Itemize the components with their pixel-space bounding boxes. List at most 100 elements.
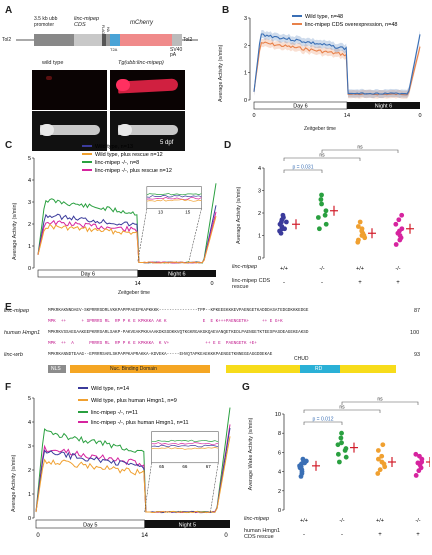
rescue-label-d: -: [283, 280, 285, 286]
flag-label: FLAG: [101, 25, 105, 35]
series-band-b: [254, 30, 420, 98]
genotype-label-g: +/+: [376, 518, 384, 524]
data-point-d: [316, 226, 322, 232]
panel-a: Tol2 Tol2 3.5 kb ubb promoter linc-mipep…: [2, 8, 202, 168]
inset-line-f: [151, 444, 219, 448]
inset-line-f: [151, 442, 219, 445]
legend-entry-c: linc-mipep -/-, n=8: [95, 160, 139, 166]
seq-row-3: MPKRKVSSAEGAAKEEPKRRSARLSAKP-PAKVEAKPKKA…: [48, 330, 309, 335]
data-point-g: [375, 471, 381, 476]
panel-e: linc-mipep human Hmgn1 linc-wrb MPKRKAKN…: [4, 308, 430, 380]
inset-connector-f: [144, 462, 152, 513]
dpf-label: 5 dpf: [160, 140, 174, 146]
promoter-box: [34, 34, 74, 46]
wildtype-brightfield-image: [32, 111, 107, 151]
series-line-c: [37, 183, 217, 264]
activity-chart-c: 0 1 2 3 4 5 13 15 Day 6 Night 6 14 0 Wild type, n=13…: [28, 144, 217, 287]
data-point-g: [338, 435, 344, 441]
genotype-label-d: -/-: [319, 266, 324, 272]
rescue-label-d: +: [358, 280, 362, 286]
data-point-g: [417, 453, 422, 459]
data-point-g: [417, 462, 423, 468]
day-label-c: Day 6: [81, 272, 95, 278]
wildtype-fluorescence-image: [32, 70, 107, 110]
y-axis-label-f: Average Activity (s/min): [11, 454, 17, 512]
data-point-g: [339, 430, 344, 436]
genotype-label-d: +/+: [280, 266, 288, 272]
ha-box: [106, 34, 110, 46]
night-label-f: Night 5: [179, 523, 196, 529]
tg-brightfield-image: 5 dpf: [110, 111, 185, 151]
data-point-d: [315, 215, 321, 220]
mcherry-box: [120, 34, 172, 46]
y-tick-label-d: 1: [258, 234, 261, 240]
night-bar-b: [346, 102, 420, 109]
seq-label-1: linc-mipep: [4, 308, 30, 314]
y-tick-label-g: 6: [278, 450, 281, 456]
rescue-label-g: -: [341, 532, 343, 538]
y-tick-label-g: 4: [278, 470, 281, 476]
night-bar-f: [144, 520, 230, 528]
inset-line-f: [151, 439, 219, 443]
rescue-label-d: +: [396, 280, 400, 286]
inset-tick-c: 15: [185, 210, 191, 215]
rescue-label-g: +: [378, 532, 382, 538]
data-point-d: [319, 192, 324, 198]
rescue-label-g: +: [416, 532, 420, 538]
series-line-b: [253, 33, 421, 95]
inset-connector-c: [137, 208, 148, 263]
inset-tick-f: 67: [206, 464, 212, 469]
y-tick-label-g: 8: [278, 431, 281, 437]
panel-label-b: B: [222, 5, 230, 16]
data-point-d: [323, 221, 329, 227]
y-axis-label-d: Average Activity (s/min): [236, 186, 242, 244]
row1-label-g: linc-mipep: [244, 516, 270, 522]
y-tick-label-f: 3: [28, 444, 31, 450]
tol2-left-label: Tol2: [2, 37, 12, 43]
y-tick-label-b: 0: [244, 98, 247, 104]
y-tick-label-b: 3: [244, 16, 247, 22]
data-point-d: [393, 242, 399, 247]
y-tick-label-f: 0: [28, 516, 31, 522]
data-point-d: [393, 221, 399, 227]
legend-entry-f: Wild type, plus human Hmgn1, n=9: [91, 398, 177, 404]
inset-line-f: [151, 447, 219, 450]
row1-label-d: linc-mipep: [232, 264, 258, 270]
data-point-g: [381, 461, 387, 467]
inset-line-c: [146, 193, 202, 196]
data-point-d: [359, 226, 365, 232]
activity-chart-f: 0 1 2 3 4 5 65 66 67 Day 5 Night 5 0 14 0 Wild type, n…: [28, 386, 231, 539]
ha-label: HA: [106, 27, 110, 32]
data-point-g: [413, 473, 419, 478]
tg-fluorescence-image: [110, 70, 185, 110]
day-label-b: Day 6: [293, 104, 307, 110]
inset-f: [151, 431, 219, 464]
genotype-label-d: -/-: [395, 266, 400, 272]
y-axis-label-g: Average Wake Activity (s/min): [248, 417, 254, 491]
x-tick-label-b: 0: [418, 113, 421, 119]
y-tick-label-g: 0: [278, 508, 281, 514]
y-tick-label-c: 0: [28, 266, 31, 272]
data-point-g: [377, 467, 383, 473]
flag-box: [102, 34, 106, 46]
x-tick-label-f: 0: [36, 533, 40, 539]
seq-row-2: MPK ++ + SPRRRS RL RP P K E KPKKKA AK K …: [48, 319, 283, 324]
series-line-f: [35, 436, 231, 514]
data-point-d: [279, 217, 285, 223]
night-label-c: Night 6: [168, 272, 185, 278]
y-tick-label-f: 5: [28, 396, 31, 402]
panel-label-f: F: [5, 382, 12, 393]
data-point-d: [283, 219, 289, 225]
y-tick-label-g: 10: [275, 412, 281, 418]
data-point-g: [335, 451, 341, 457]
panel-label-c: C: [5, 140, 13, 151]
data-point-d: [399, 212, 405, 218]
x-axis-label-c: Zeitgeber time: [118, 290, 150, 296]
data-point-d: [355, 224, 361, 229]
tol2-right-label: Tol2: [183, 37, 193, 43]
cds-box: [74, 34, 102, 46]
night-label-b: Night 6: [375, 104, 392, 110]
y-tick-label-b: 2: [244, 43, 247, 49]
row2-label-d: linc-mipep CDS rescue: [232, 278, 271, 290]
y-tick-label-d: 3: [258, 189, 261, 195]
